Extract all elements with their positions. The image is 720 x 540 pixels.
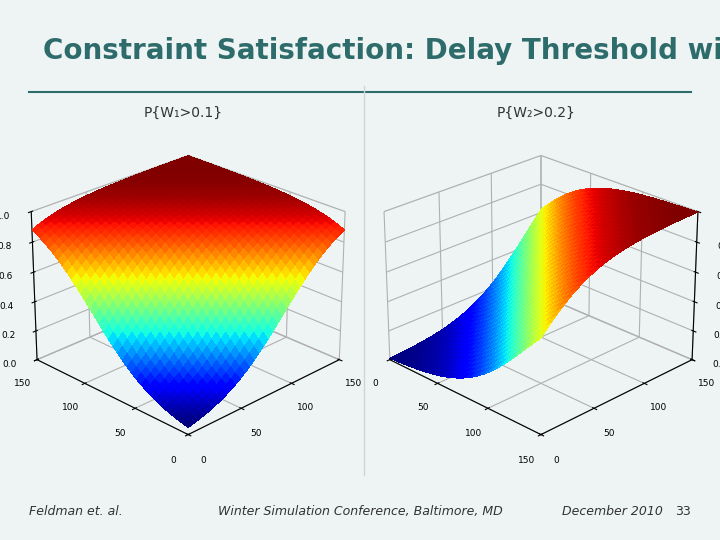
Text: Constraint Satisfaction: Delay Threshold with FQR: Constraint Satisfaction: Delay Threshold… (43, 37, 720, 65)
Text: 33: 33 (675, 505, 691, 518)
Title: P{W₁>0.1}: P{W₁>0.1} (144, 106, 223, 120)
Text: Feldman et. al.: Feldman et. al. (29, 505, 122, 518)
Title: P{W₂>0.2}: P{W₂>0.2} (497, 106, 576, 120)
Text: Winter Simulation Conference, Baltimore, MD: Winter Simulation Conference, Baltimore,… (217, 505, 503, 518)
Text: December 2010: December 2010 (562, 505, 662, 518)
